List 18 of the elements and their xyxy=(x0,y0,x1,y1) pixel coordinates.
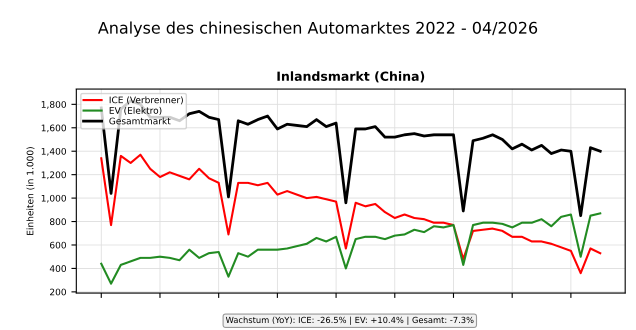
y-tick-label: 400 xyxy=(50,265,66,272)
y-tick-label: 600 xyxy=(50,242,66,249)
chart-subtitle: Analyse des chinesischen Automarktes 2022 - 04/2026 xyxy=(98,21,538,37)
y-tick-label: 1,000 xyxy=(42,194,66,203)
legend-label: ICE (Verbrenner) xyxy=(110,96,183,104)
y-axis-title: Einheiten (in 1.000) xyxy=(26,147,35,235)
line-series xyxy=(100,154,602,274)
y-tick-label: 1,600 xyxy=(42,124,66,132)
y-tick-label: 1,200 xyxy=(42,171,66,180)
y-tick-label: 800 xyxy=(50,218,66,226)
y-tick-label: 1,800 xyxy=(42,101,66,109)
text: Wachstum (YoY): ICE: -26.5% | EV: +10.4% | Gesamt: -7.3% xyxy=(226,316,474,325)
legend-label: Gesamtmarkt xyxy=(109,117,171,124)
y-tick-label: 1,400 xyxy=(42,148,66,156)
line-series xyxy=(100,212,602,285)
legend-label: EV (Elektro) xyxy=(110,106,162,115)
y-tick-label: 200 xyxy=(50,288,66,296)
chart-title: Inlandsmarkt (China) xyxy=(277,71,424,82)
